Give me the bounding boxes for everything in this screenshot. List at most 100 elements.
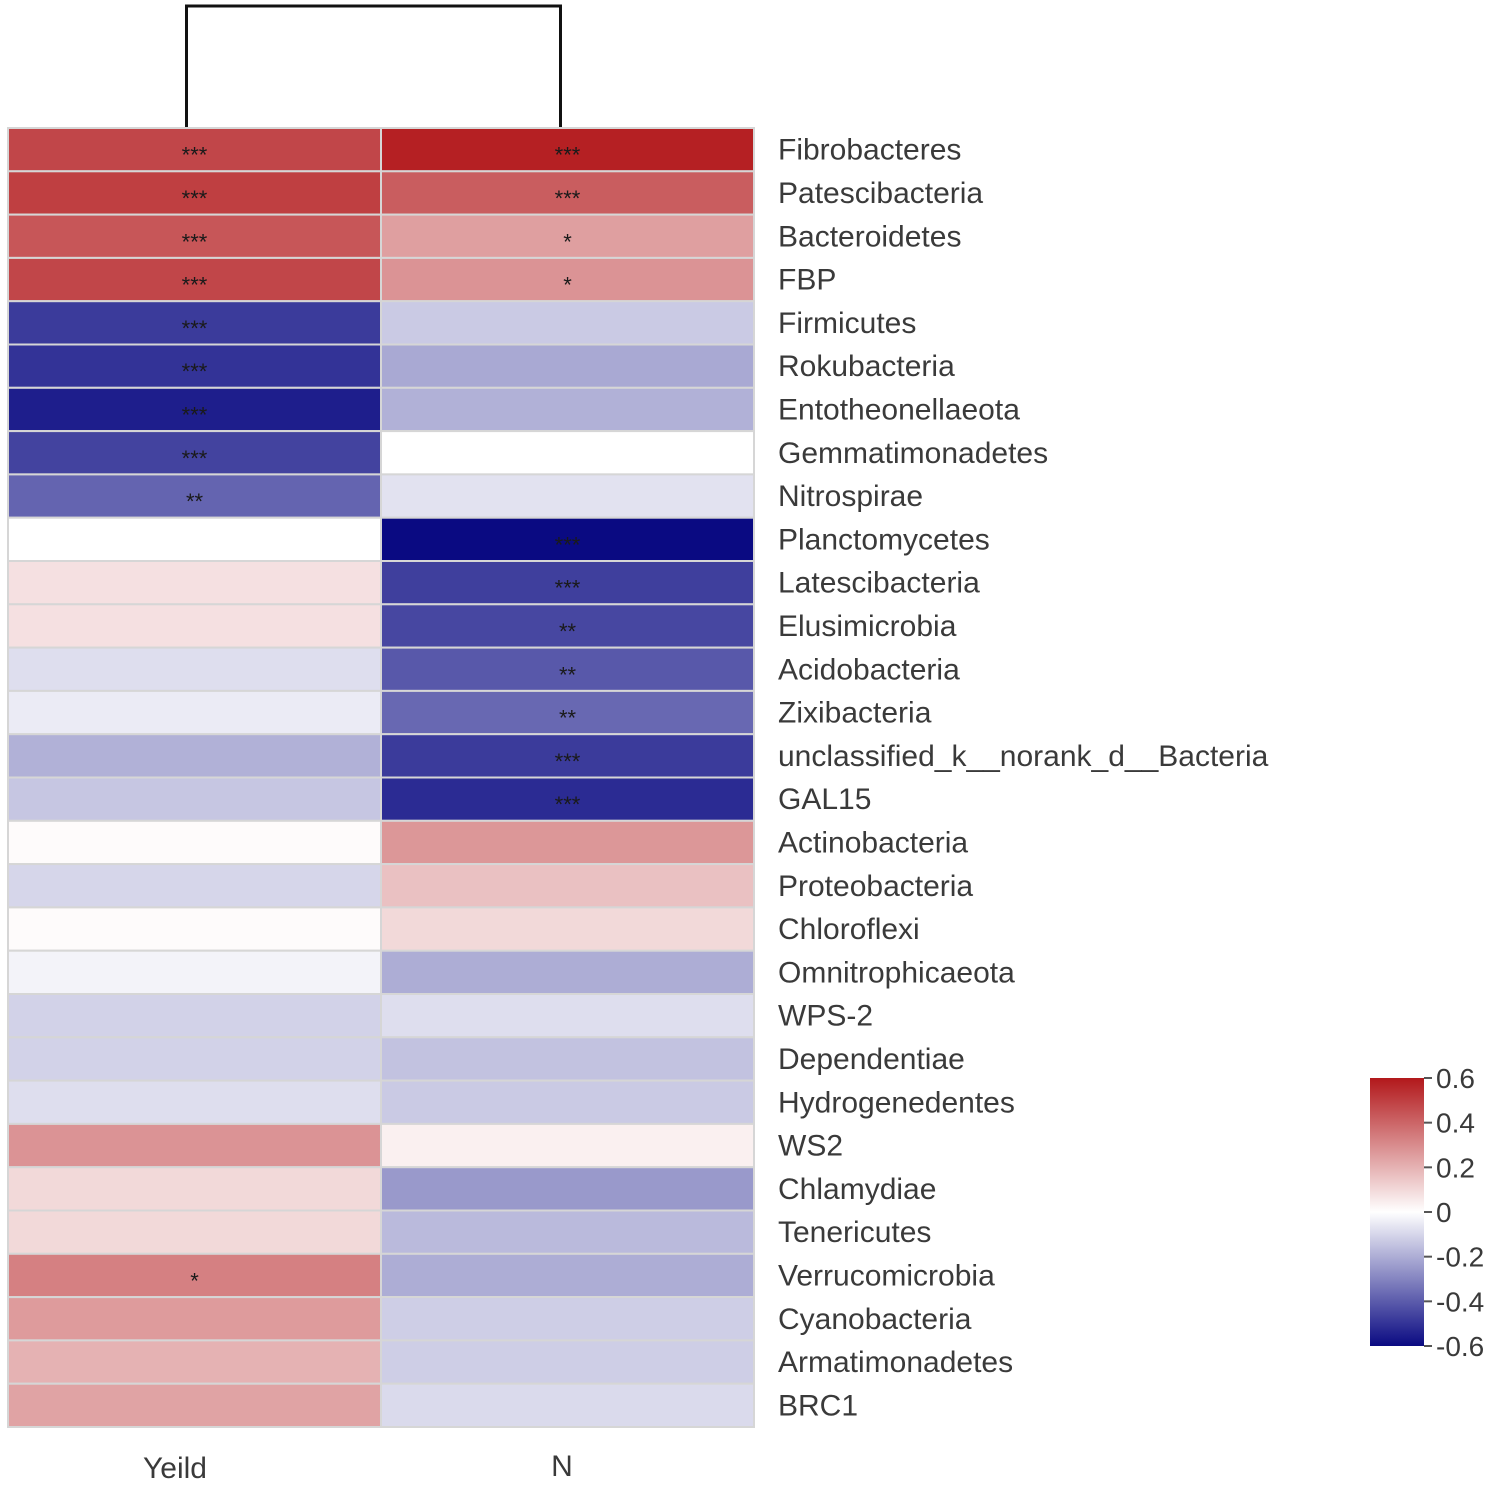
significance-mark: *** [555,143,581,168]
row-label: Bacteroidetes [778,220,961,253]
row-label: Tenericutes [778,1216,931,1249]
heatmap-cell [380,343,755,389]
row-label: WS2 [778,1130,843,1163]
heatmap-cell [7,430,382,476]
row-label: Actinobacteria [778,826,968,859]
heatmap-cell [380,516,755,563]
legend-tick-label: 0.6 [1436,1063,1475,1094]
heatmap-cell [7,603,382,649]
heatmap-cell [380,1209,755,1255]
row-label: Nitrospirae [778,480,923,513]
significance-mark: * [563,229,572,254]
dendrogram-branch [185,4,562,128]
row-label: BRC1 [778,1389,858,1422]
row-label: Proteobacteria [778,870,973,903]
heatmap-cell [380,1122,755,1169]
heatmap-cell [380,603,755,649]
row-label: Latescibacteria [778,567,980,600]
heatmap-cell [380,1079,755,1125]
heatmap-cell [380,1296,755,1342]
significance-mark: *** [182,273,208,298]
row-label: Fibrobacteres [778,134,961,167]
heatmap-cell [7,993,382,1039]
legend-tick-label: 0 [1436,1197,1452,1228]
heatmap-cells [7,127,755,1428]
significance-mark: *** [182,186,208,211]
legend-tick-label: -0.2 [1436,1242,1484,1273]
heatmap-cell [7,906,382,952]
row-label: Armatimonadetes [778,1346,1013,1379]
heatmap-cell [7,1339,382,1385]
color-legend: 0.6 0.4 0.2 0 -0.2 -0.4 -0.6 [1370,1063,1484,1362]
heatmap-cell [380,1382,755,1428]
significance-marks: *** ****** ****** **** *********************… [182,143,581,1294]
heatmap-cell [380,300,755,346]
heatmap-cell [380,906,755,952]
heatmap-cell [7,560,382,606]
row-label: Entotheonellaeota [778,393,1020,426]
row-label: FBP [778,264,836,297]
significance-mark: ** [186,489,204,514]
row-label: Zixibacteria [778,697,932,730]
heatmap-cell [7,1166,382,1212]
row-label: Elusimicrobia [778,610,957,643]
heatmap-cell [7,1209,382,1255]
row-label: Cyanobacteria [778,1303,972,1336]
heatmap-cell [7,949,382,996]
heatmap-cell [7,776,382,822]
heatmap-cell [7,1296,382,1342]
heatmap-cell [380,863,755,909]
heatmap-cell [380,819,755,866]
heatmap-cell [7,516,382,563]
heatmap-cell [380,213,755,259]
row-label: WPS-2 [778,1000,873,1033]
heatmap-cell [380,1166,755,1212]
significance-mark: ** [559,706,577,731]
legend-tick-label: 0.2 [1436,1152,1475,1183]
heatmap-cell [380,993,755,1039]
column-label: N [551,1450,573,1483]
row-label: Patescibacteria [778,177,983,210]
significance-mark: *** [555,576,581,601]
heatmap-cell [7,127,382,173]
significance-mark: *** [182,402,208,427]
heatmap-cell [7,343,382,389]
row-label: Acidobacteria [778,653,960,686]
heatmap-cell [380,689,755,736]
significance-mark: *** [555,532,581,557]
heatmap-cell [380,646,755,692]
legend-color-bar [1370,1078,1424,1346]
column-label: Yeild [143,1452,207,1485]
heatmap-cell [7,646,382,692]
heatmap-cell [380,256,755,303]
heatmap-cell [7,1252,382,1299]
significance-mark: *** [182,446,208,471]
heatmap-cell [380,1036,755,1082]
row-label: Chlamydiae [778,1173,936,1206]
significance-mark: *** [182,359,208,384]
significance-mark: ** [559,662,577,687]
heatmap-cell [7,689,382,736]
row-label: Planctomycetes [778,523,990,556]
heatmap-cell [7,1122,382,1169]
heatmap-cell [380,1252,755,1299]
row-label: Chloroflexi [778,913,920,946]
heatmap-cell [7,863,382,909]
significance-mark: * [190,1268,199,1293]
heatmap-cell [380,733,755,779]
heatmap-cell [380,127,755,173]
heatmap-cell [7,1036,382,1082]
significance-mark: * [563,273,572,298]
heatmap-cell [7,733,382,779]
heatmap-cell [380,430,755,476]
significance-mark: *** [182,143,208,168]
legend-tick-label: -0.6 [1436,1331,1484,1362]
significance-mark: *** [182,229,208,254]
row-label: Firmicutes [778,307,916,340]
significance-mark: *** [555,792,581,817]
row-label: Dependentiae [778,1043,965,1076]
row-label: Hydrogenedentes [778,1086,1015,1119]
heatmap-cell [7,1382,382,1428]
row-label: Verrucomicrobia [778,1259,995,1292]
